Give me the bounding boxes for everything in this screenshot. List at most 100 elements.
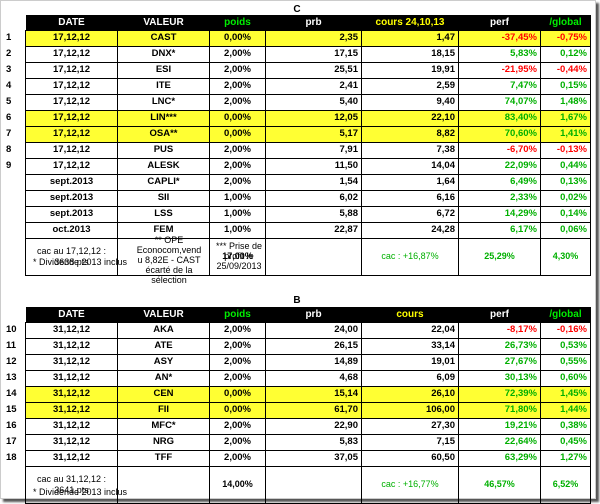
cell-prb: 24,00 <box>265 321 362 339</box>
cell-valeur: ASY <box>117 353 210 371</box>
cell-valeur: LIN*** <box>117 109 210 127</box>
cell-date: 31,12,12 <box>25 337 118 355</box>
table-b-title: B <box>293 295 301 306</box>
cell-date: sept.2013 <box>25 205 118 223</box>
footer-row-number <box>3 466 26 503</box>
cell-prb: 25,51 <box>265 61 362 79</box>
cell-perf: 7,47% <box>458 77 541 95</box>
note-dividend-c: * Dividende 2013 inclus <box>32 257 128 267</box>
cell-cours: 6,72 <box>361 205 459 223</box>
cell-poids: 0,00% <box>209 29 266 47</box>
row-number: 5 <box>6 96 12 107</box>
cell-global: 0,55% <box>540 353 591 371</box>
cell-prb: 2,35 <box>265 29 362 47</box>
table-row: 15 31,12,12 FII 0,00% 61,70 106,00 71,80% 1,44% <box>3 401 591 419</box>
footer-empty-cell <box>117 465 210 504</box>
cell-global: 0,13% <box>540 173 591 191</box>
table-row: 6 17,12,12 LIN*** 0,00% 12,05 22,10 83,40% 1,67… <box>3 109 591 127</box>
footer-total-perf: 25,29% <box>458 237 541 276</box>
note-dividend-b: * Dividende 2013 inclus <box>32 487 128 497</box>
cell-date: sept.2013 <box>25 173 118 191</box>
cell-cours: 22,10 <box>361 109 459 127</box>
cell-prb: 4,68 <box>265 369 362 387</box>
row-number: 6 <box>6 112 12 123</box>
cell-date: 31,12,12 <box>25 321 118 339</box>
cell-global: 0,45% <box>540 433 591 451</box>
cell-valeur: MFC* <box>117 417 210 435</box>
footer-row: cac au 31,12,12 : 3641 pts 14,00% cac : +1… <box>3 465 591 504</box>
row-number: 8 <box>6 144 12 155</box>
cell-cours: 26,10 <box>361 385 459 403</box>
cell-valeur: AN* <box>117 369 210 387</box>
cell-global: 0,60% <box>540 369 591 387</box>
cell-poids: 1,00% <box>209 189 266 207</box>
table-row: 13 31,12,12 AN* 2,00% 4,68 6,09 30,13% 0,60% <box>3 369 591 387</box>
footer-total-global: 6,52% <box>540 465 591 504</box>
cell-date: 17,12,12 <box>25 157 118 175</box>
cell-prb: 5,88 <box>265 205 362 223</box>
cell-cours: 19,01 <box>361 353 459 371</box>
table-row: sept.2013 CAPLI* 2,00% 1,54 1,64 6,49% 0,13% <box>3 173 591 191</box>
row-number: 4 <box>6 80 12 91</box>
cell-perf: 63,29% <box>458 449 541 467</box>
cell-prb: 15,14 <box>265 385 362 403</box>
cell-date: 31,12,12 <box>25 433 118 451</box>
cell-prb: 22,87 <box>265 221 362 239</box>
cell-perf: 22,09% <box>458 157 541 175</box>
footer-cac-performance: cac : +16,87% <box>361 237 459 276</box>
cell-cours: 6,09 <box>361 369 459 387</box>
cell-poids: 2,00% <box>209 369 266 387</box>
cell-cours: 8,82 <box>361 125 459 143</box>
cell-perf: -37,45% <box>458 29 541 47</box>
cell-valeur: ESI <box>117 61 210 79</box>
cell-perf: 19,21% <box>458 417 541 435</box>
row-number: 2 <box>6 48 12 59</box>
cell-valeur: LNC* <box>117 93 210 111</box>
cell-perf: 26,73% <box>458 337 541 355</box>
cell-global: 0,53% <box>540 337 591 355</box>
table-row: 18 31,12,12 TFF 2,00% 37,05 60,50 63,29% 1,27% <box>3 449 591 467</box>
cell-poids: 2,00% <box>209 417 266 435</box>
cell-date: 17,12,12 <box>25 109 118 127</box>
cell-perf: 74,07% <box>458 93 541 111</box>
column-header: /global <box>540 15 591 30</box>
cell-perf: -6,70% <box>458 141 541 159</box>
table-row: 2 17,12,12 DNX* 2,00% 17,15 18,15 5,83% 0,12% <box>3 45 591 63</box>
column-header: poids <box>209 307 266 322</box>
table-row: 17 31,12,12 NRG 2,00% 5,83 7,15 22,64% 0,45% <box>3 433 591 451</box>
cell-poids: 2,00% <box>209 449 266 467</box>
row-number-header <box>3 15 26 30</box>
cell-prb: 14,89 <box>265 353 362 371</box>
cell-global: 0,15% <box>540 77 591 95</box>
cell-valeur: SII <box>117 189 210 207</box>
row-number-header <box>3 307 26 322</box>
table-row: 5 17,12,12 LNC* 2,00% 5,40 9,40 74,07% 1,48% <box>3 93 591 111</box>
cell-date: sept.2013 <box>25 189 118 207</box>
footer-cac-performance: cac : +16,77% <box>361 465 459 504</box>
row-number <box>3 174 26 190</box>
cell-cours: 33,14 <box>361 337 459 355</box>
cell-global: -0,44% <box>540 61 591 79</box>
row-number: 7 <box>6 128 12 139</box>
row-number: 10 <box>6 324 17 335</box>
cell-global: 1,45% <box>540 385 591 403</box>
cell-prb: 12,05 <box>265 109 362 127</box>
cell-valeur: DNX* <box>117 45 210 63</box>
cell-perf: 70,60% <box>458 125 541 143</box>
cell-prb: 5,40 <box>265 93 362 111</box>
cell-global: 1,41% <box>540 125 591 143</box>
table-row: 4 17,12,12 ITE 2,00% 2,41 2,59 7,47% 0,15% <box>3 77 591 95</box>
cell-cours: 18,15 <box>361 45 459 63</box>
cell-perf: -21,95% <box>458 61 541 79</box>
cell-valeur: CEN <box>117 385 210 403</box>
row-number: 16 <box>6 420 17 431</box>
cell-poids: 2,00% <box>209 321 266 339</box>
cell-poids: 0,00% <box>209 109 266 127</box>
cell-valeur: FII <box>117 401 210 419</box>
cell-poids: 2,00% <box>209 173 266 191</box>
cell-prb: 37,05 <box>265 449 362 467</box>
cell-valeur: ALESK <box>117 157 210 175</box>
cell-cours: 1,47 <box>361 29 459 47</box>
table-row: 7 17,12,12 OSA** 0,00% 5,17 8,82 70,60% 1,41% <box>3 125 591 143</box>
cell-cours: 22,04 <box>361 321 459 339</box>
